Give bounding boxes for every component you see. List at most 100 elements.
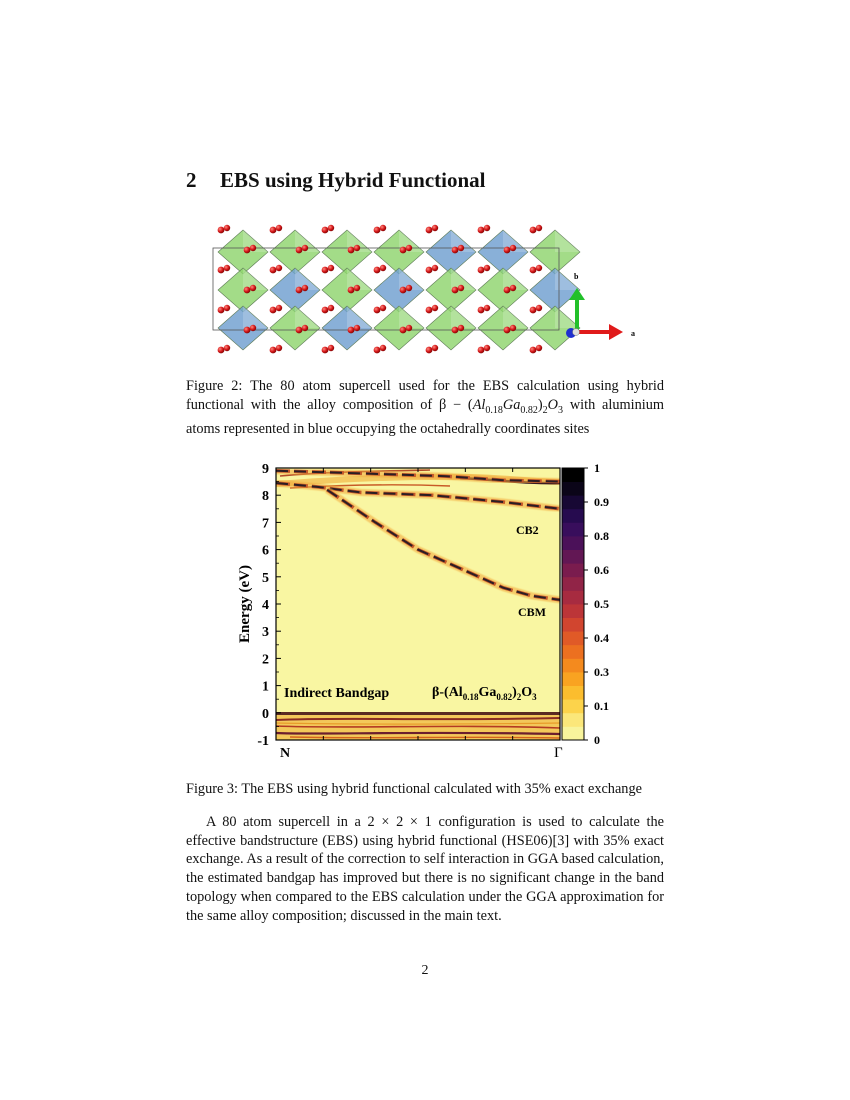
oxygen-atom	[249, 324, 257, 332]
ga-polyhedron	[269, 305, 321, 351]
colorbar-tick-label: 0	[594, 733, 600, 747]
oxygen-atom	[431, 304, 439, 312]
x-label-n: N	[280, 746, 290, 761]
polyhedron-highlight	[243, 230, 268, 252]
oxygen-atom	[269, 306, 277, 314]
colorbar-segment	[562, 617, 584, 632]
oxygen-atom	[431, 224, 439, 232]
figure3-caption-label: Figure 3:	[186, 781, 239, 797]
colorbar-segment	[562, 522, 584, 537]
section-number: 2	[186, 168, 197, 192]
colorbar: 1 0.9 0.8 0.6 0.5 0.4 0.3 0.1 0	[561, 461, 609, 747]
oxygen-atom	[275, 224, 283, 232]
colorbar-tick-label: 0.4	[594, 631, 609, 645]
oxygen-atom	[503, 286, 511, 294]
oxygen-atom	[529, 266, 537, 274]
b-arrowhead	[569, 288, 585, 300]
oxygen-atom	[477, 306, 485, 314]
y-tick-label: 8	[262, 489, 269, 504]
polyhedron-highlight	[347, 268, 372, 290]
oxygen-atom	[295, 286, 303, 294]
formula-o: O	[547, 396, 558, 413]
axis-triad: b a	[566, 272, 635, 340]
oxygen-atom	[425, 346, 433, 354]
colorbar-segment	[562, 590, 584, 605]
polyhedron-highlight	[451, 230, 476, 252]
oxygen-atom	[243, 286, 251, 294]
band-line-upper	[276, 469, 560, 483]
oxygen-atom	[529, 306, 537, 314]
oxygen-atoms-layer	[217, 224, 543, 354]
oxygen-atom	[327, 224, 335, 232]
al-octahedron	[217, 305, 269, 351]
indirect-bandgap-label: Indirect Bandgap	[284, 686, 389, 701]
cb2-label: CB2	[516, 523, 539, 537]
polyhedron-highlight	[555, 306, 580, 328]
colorbar-tick-label: 0.5	[594, 597, 609, 611]
polyhedra-layer	[217, 229, 581, 351]
formula-part-sub2: 0.82	[496, 692, 512, 702]
y-tick-label: 3	[262, 625, 269, 640]
oxygen-atom	[399, 326, 407, 334]
colorbar-segment	[562, 685, 584, 700]
oxygen-atom	[509, 324, 517, 332]
oxygen-atom	[353, 324, 361, 332]
formula-part-sub3: 2	[517, 692, 522, 702]
oxygen-atom	[399, 246, 407, 254]
oxygen-atom	[353, 244, 361, 252]
cbm-label: CBM	[518, 605, 546, 619]
polyhedron-highlight	[399, 306, 424, 328]
y-tick-label: 7	[262, 516, 269, 531]
colorbar-segment	[562, 536, 584, 550]
figure3-caption-text: The EBS using hybrid functional calculat…	[241, 781, 642, 797]
oxygen-atom	[405, 244, 413, 252]
section-title: EBS using Hybrid Functional	[220, 168, 486, 192]
oxygen-atom	[379, 224, 387, 232]
valence-band-line-3	[276, 731, 560, 736]
alloy-formula-label: β-(Al0.18Ga0.82)2O3	[432, 685, 537, 702]
oxygen-atom	[243, 326, 251, 334]
colorbar-segment	[562, 672, 584, 686]
oxygen-atom	[457, 244, 465, 252]
page-number: 2	[421, 963, 429, 978]
oxygen-atom	[217, 266, 225, 274]
oxygen-atom	[425, 306, 433, 314]
figure2-caption-pre: The 80 atom supercell used for the EBS c…	[186, 378, 664, 413]
oxygen-atom	[477, 346, 485, 354]
oxygen-atom	[405, 324, 413, 332]
oxygen-atom	[223, 304, 231, 312]
oxygen-atom	[321, 226, 329, 234]
oxygen-atom	[301, 324, 309, 332]
formula-ga-sub: 0.82	[520, 404, 538, 416]
oxygen-atom	[347, 286, 355, 294]
oxygen-atom	[483, 264, 491, 272]
valence-band-line-5	[276, 722, 560, 725]
polyhedron-highlight	[503, 230, 528, 252]
oxygen-atom	[535, 224, 543, 232]
oxygen-atom	[243, 246, 251, 254]
oxygen-atom	[217, 306, 225, 314]
polyhedron-highlight	[399, 230, 424, 252]
unit-cell-outline	[212, 247, 560, 331]
oxygen-atom	[379, 304, 387, 312]
oxygen-atom	[483, 224, 491, 232]
oxygen-atom	[269, 266, 277, 274]
oxygen-atom	[275, 344, 283, 352]
formula-al-sub: 0.18	[485, 404, 503, 416]
oxygen-atom	[269, 226, 277, 234]
colorbar-tick-label: 0.6	[594, 563, 609, 577]
polyhedron-highlight	[555, 268, 580, 290]
oxygen-atom	[483, 344, 491, 352]
oxygen-atom	[379, 344, 387, 352]
oxygen-atom	[223, 344, 231, 352]
y-tick-label: 4	[262, 598, 269, 613]
oxygen-atom	[509, 284, 517, 292]
oxygen-atom	[321, 306, 329, 314]
y-tick-label: 2	[262, 652, 269, 667]
oxygen-atom	[457, 324, 465, 332]
colorbar-segment	[562, 495, 584, 510]
ga-polyhedron	[373, 305, 425, 351]
formula-part-o: O	[521, 685, 532, 700]
colorbar-tick-label: 0.8	[594, 529, 609, 543]
colorbar-tick-label: 0.9	[594, 495, 609, 509]
